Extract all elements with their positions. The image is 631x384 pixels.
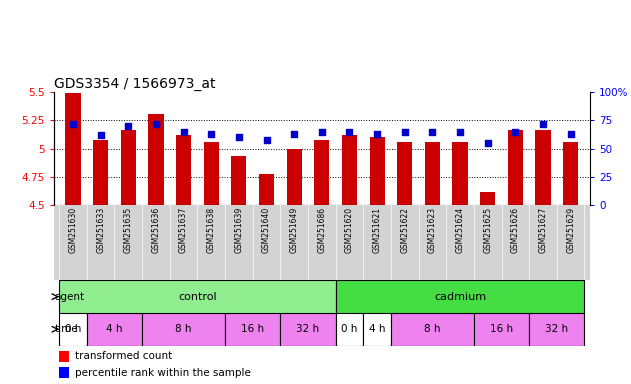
Point — [68, 121, 78, 127]
Text: time: time — [54, 324, 78, 334]
Text: GSM251630: GSM251630 — [69, 207, 78, 253]
Text: GSM251635: GSM251635 — [124, 207, 133, 253]
Point — [206, 131, 216, 137]
Text: 4 h: 4 h — [369, 324, 386, 334]
Bar — [59, 351, 69, 362]
Point — [372, 131, 382, 137]
Bar — [121, 129, 136, 205]
Bar — [480, 192, 495, 205]
Text: GSM251686: GSM251686 — [317, 207, 326, 253]
Bar — [225, 313, 280, 346]
Point — [510, 129, 521, 135]
Point — [234, 134, 244, 141]
Text: transformed count: transformed count — [75, 351, 172, 361]
Bar — [59, 313, 87, 346]
Point — [317, 129, 327, 135]
Text: GSM251623: GSM251623 — [428, 207, 437, 253]
Text: GSM251637: GSM251637 — [179, 207, 188, 253]
Bar — [529, 313, 584, 346]
Bar — [342, 135, 357, 205]
Bar — [148, 114, 163, 205]
Text: agent: agent — [54, 291, 85, 302]
Text: GSM251636: GSM251636 — [151, 207, 160, 253]
Bar — [425, 142, 440, 205]
Point — [345, 129, 355, 135]
Text: GDS3354 / 1566973_at: GDS3354 / 1566973_at — [54, 77, 215, 91]
Text: GSM251621: GSM251621 — [372, 207, 382, 253]
Bar — [363, 313, 391, 346]
Point — [565, 131, 575, 137]
Bar — [176, 135, 191, 205]
Text: 4 h: 4 h — [106, 324, 122, 334]
Text: 16 h: 16 h — [241, 324, 264, 334]
Bar — [232, 156, 247, 205]
Text: GSM251629: GSM251629 — [566, 207, 575, 253]
Bar — [59, 367, 69, 378]
Point — [483, 140, 493, 146]
Bar — [397, 142, 412, 205]
Bar — [93, 140, 109, 205]
Text: cadmium: cadmium — [434, 291, 486, 302]
Bar — [204, 142, 219, 205]
Text: GSM251638: GSM251638 — [207, 207, 216, 253]
Text: GSM251639: GSM251639 — [234, 207, 244, 253]
Bar — [452, 142, 468, 205]
Text: 8 h: 8 h — [424, 324, 440, 334]
Point — [399, 129, 410, 135]
Text: 16 h: 16 h — [490, 324, 513, 334]
Bar — [286, 149, 302, 205]
Text: GSM251633: GSM251633 — [96, 207, 105, 253]
Point — [95, 132, 105, 138]
Text: 32 h: 32 h — [297, 324, 319, 334]
Text: GSM251624: GSM251624 — [456, 207, 464, 253]
Point — [289, 131, 299, 137]
Bar — [508, 129, 523, 205]
Text: 8 h: 8 h — [175, 324, 192, 334]
Point — [427, 129, 437, 135]
Bar — [336, 313, 363, 346]
Point — [151, 121, 161, 127]
Text: GSM251622: GSM251622 — [400, 207, 410, 253]
Text: 32 h: 32 h — [545, 324, 569, 334]
Text: GSM251627: GSM251627 — [538, 207, 548, 253]
Text: GSM251640: GSM251640 — [262, 207, 271, 253]
Text: percentile rank within the sample: percentile rank within the sample — [75, 368, 251, 378]
Bar — [59, 280, 336, 313]
Text: control: control — [178, 291, 216, 302]
Text: GSM251626: GSM251626 — [511, 207, 520, 253]
Bar — [314, 140, 329, 205]
Point — [538, 121, 548, 127]
Bar — [563, 142, 578, 205]
Point — [261, 137, 271, 143]
Text: 0 h: 0 h — [341, 324, 358, 334]
Bar — [142, 313, 225, 346]
Point — [123, 123, 133, 129]
Point — [455, 129, 465, 135]
Text: GSM251625: GSM251625 — [483, 207, 492, 253]
Bar — [66, 93, 81, 205]
Bar — [391, 313, 474, 346]
Bar — [474, 313, 529, 346]
Text: GSM251620: GSM251620 — [345, 207, 354, 253]
Point — [179, 129, 189, 135]
Bar — [87, 313, 142, 346]
Bar — [370, 137, 385, 205]
Bar — [259, 174, 274, 205]
Text: GSM251649: GSM251649 — [290, 207, 298, 253]
Text: 0 h: 0 h — [65, 324, 81, 334]
Bar — [336, 280, 584, 313]
Bar — [280, 313, 336, 346]
Bar — [535, 129, 551, 205]
